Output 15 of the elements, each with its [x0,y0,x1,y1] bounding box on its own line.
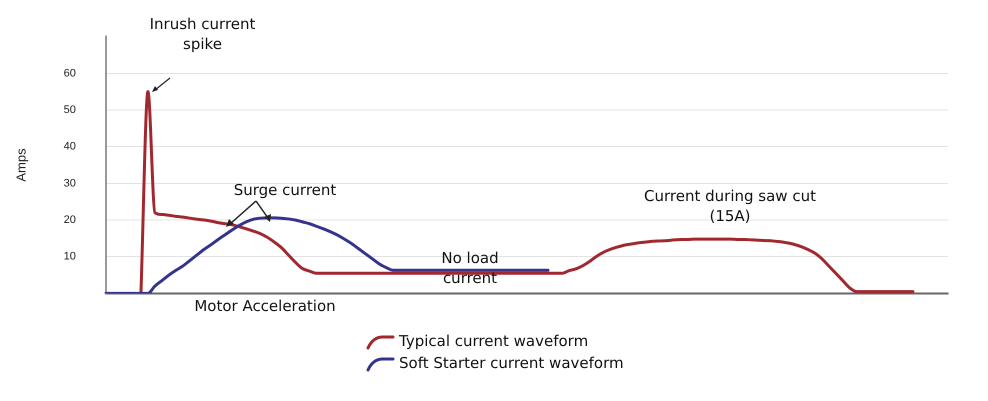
y-tick-label: 20 [64,214,76,226]
y-tick-label: 10 [64,250,76,263]
y-tick-label: 50 [64,104,76,116]
legend-label: Typical current waveform [399,332,588,350]
y-tick-label: 60 [64,67,76,80]
y-tick-label: 30 [64,177,76,190]
annotation: No load current [440,248,500,288]
annotation: Surge current [232,180,338,200]
annotation: Inrush current spike [148,14,256,54]
legend-label: Soft Starter current waveform [399,354,624,372]
line-series [139,90,914,294]
y-tick-label: 40 [64,140,76,153]
y-axis-title: Amps [13,148,28,182]
annotation: Current during saw cut (15A) [643,186,817,226]
text: Motor Acceleration [193,296,337,316]
